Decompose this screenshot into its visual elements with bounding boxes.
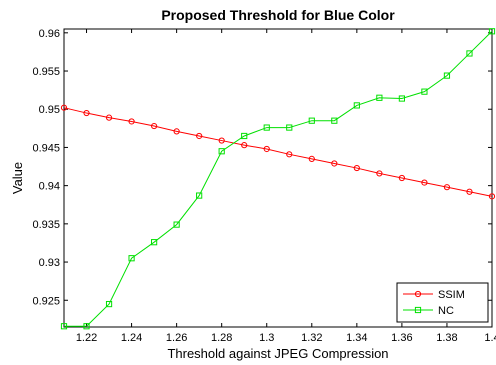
data-point-ssim: [218, 137, 225, 144]
data-point-nc: [196, 192, 203, 199]
series-line-nc: [64, 30, 493, 327]
chart-title: Proposed Threshold for Blue Color: [161, 7, 395, 23]
data-point-ssim: [286, 151, 293, 158]
x-tick-label: 1.24: [121, 332, 142, 344]
y-tick-label: 0.945: [32, 142, 60, 154]
data-point-nc: [105, 300, 113, 308]
data-point-nc: [263, 124, 270, 131]
data-point-ssim: [83, 109, 90, 117]
data-point-ssim: [128, 118, 135, 125]
y-tick-label: 0.955: [32, 66, 60, 78]
data-point-ssim: [173, 128, 180, 135]
data-point-nc: [308, 117, 315, 124]
data-point-nc: [60, 323, 68, 330]
data-point-nc: [286, 124, 293, 131]
data-point-ssim: [488, 193, 496, 200]
x-axis: 1.22 1.24 1.26 1.28 1.3 1.32 1.34 1.36 1.38 1.4: [76, 29, 496, 344]
data-point-ssim: [241, 142, 248, 149]
data-point-ssim: [263, 145, 270, 153]
y-axis: 0.925 0.93 0.935 0.94 0.945 0.95 0.955 0.96: [32, 28, 492, 307]
data-point-nc: [421, 88, 428, 95]
data-point-nc: [128, 255, 135, 262]
data-point-ssim: [466, 188, 473, 195]
data-point-nc: [398, 95, 405, 102]
series-layer: [60, 28, 496, 330]
y-tick-label: 0.93: [39, 257, 60, 269]
data-point-ssim: [105, 114, 113, 121]
data-point-ssim: [443, 184, 451, 191]
x-axis-label: Threshold against JPEG Compression: [167, 346, 388, 361]
data-point-nc: [376, 94, 383, 101]
data-point-ssim: [308, 155, 315, 162]
legend-marker-ssim: [414, 290, 422, 298]
legend: SSIM NC: [396, 282, 489, 323]
data-point-nc: [241, 132, 248, 140]
data-point-nc: [151, 239, 158, 246]
y-axis-label: Value: [10, 162, 25, 194]
plot-area: [63, 28, 493, 328]
legend-label-ssim: SSIM: [438, 289, 465, 301]
y-tick-label: 0.94: [39, 181, 60, 193]
legend-box: [396, 282, 489, 323]
data-point-ssim: [421, 179, 428, 186]
y-tick-label: 0.95: [39, 104, 60, 116]
legend-label-nc: NC: [438, 305, 454, 317]
data-point-nc: [353, 102, 360, 109]
data-point-ssim: [196, 132, 203, 140]
x-tick-label: 1.36: [391, 332, 412, 344]
data-point-nc: [331, 117, 338, 124]
x-tick-label: 1.26: [166, 332, 187, 344]
data-point-nc: [218, 148, 225, 155]
data-point-ssim: [376, 170, 383, 177]
x-tick-label: 1.4: [484, 332, 496, 344]
x-tick-label: 1.22: [76, 332, 97, 344]
x-tick-label: 1.3: [259, 332, 274, 344]
legend-marker-nc: [414, 306, 422, 314]
series-line-ssim: [63, 107, 493, 197]
data-point-nc: [466, 50, 473, 57]
x-tick-label: 1.32: [301, 332, 322, 344]
data-point-ssim: [353, 164, 360, 172]
data-point-nc: [83, 323, 90, 330]
data-point-ssim: [151, 122, 158, 130]
x-tick-label: 1.28: [211, 332, 232, 344]
x-tick-label: 1.38: [436, 332, 457, 344]
y-tick-label: 0.96: [39, 28, 60, 40]
data-point-nc: [443, 72, 451, 79]
data-point-ssim: [60, 104, 68, 111]
y-tick-label: 0.925: [32, 295, 60, 307]
data-point-nc: [173, 221, 180, 228]
x-tick-label: 1.34: [346, 332, 367, 344]
data-point-nc: [488, 28, 496, 35]
data-point-ssim: [331, 160, 338, 167]
y-tick-label: 0.935: [32, 219, 60, 231]
data-point-ssim: [398, 174, 405, 182]
